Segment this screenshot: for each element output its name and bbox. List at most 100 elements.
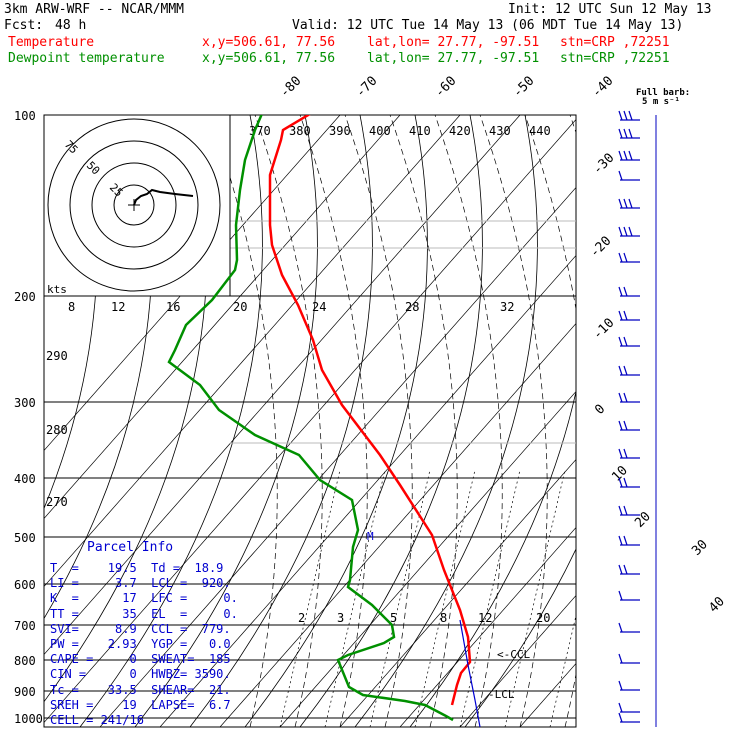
isotherm-label: -40 — [589, 74, 616, 101]
isotherm-label: -20 — [587, 234, 614, 261]
wind-barb-flag — [628, 110, 633, 121]
moist-adiabat-line — [389, 115, 458, 727]
isotherm-line — [219, 323, 576, 727]
mixing-ratio-line — [504, 469, 566, 727]
mixing-ratio-label: 12 — [478, 611, 492, 625]
wind-barb-flag — [623, 392, 628, 403]
wind-barb-flag — [623, 286, 628, 297]
wind-barb-flag — [628, 198, 633, 209]
lcl-marker: -LCL — [488, 688, 515, 701]
isotherm-label: -70 — [353, 74, 380, 101]
forecast-label: Fcst: — [4, 18, 44, 33]
wind-barb-flag — [618, 590, 623, 601]
mixing-ratio-line — [369, 469, 431, 727]
isotherm-line — [459, 595, 576, 727]
isotherm-line — [339, 459, 576, 727]
wind-barb-flag — [618, 420, 623, 431]
wind-barb-flag — [618, 622, 623, 633]
dewpoint-latlon: lat,lon= 27.77, -97.51 — [367, 51, 540, 66]
hodograph-unit-label: kts — [47, 283, 67, 296]
dry-adiabat-line — [409, 389, 576, 727]
dewpoint-station: stn=CRP ,72251 — [560, 51, 670, 66]
isotherm-line — [44, 115, 461, 587]
m-marker: M — [367, 530, 374, 543]
parcel-info-row: T = 19.5 Td = 18.9 — [50, 561, 224, 575]
wind-barb-flag — [618, 336, 623, 347]
hodograph-speed-label: 16 — [166, 300, 180, 314]
wind-barb-flag — [623, 110, 628, 121]
wind-barb-flag — [618, 392, 623, 403]
parcel-info-row: SREH = 19 LAPSE= 6.7 — [50, 697, 231, 712]
wind-barb-flag — [618, 170, 623, 181]
wind-barb-flag — [628, 226, 633, 237]
wind-barb-flag — [623, 150, 628, 161]
dry-adiabat-line — [189, 115, 373, 727]
isotherm-line — [640, 115, 740, 727]
wind-barb-flag — [628, 150, 633, 161]
wind-barb-flag — [623, 128, 628, 139]
isotherm-label: -10 — [590, 316, 617, 343]
init-time: Init: 12 UTC Sun 12 May 13 — [508, 2, 712, 17]
sounding-traces — [167, 115, 481, 727]
wind-barb-flag — [618, 310, 623, 321]
wind-barb-flag — [618, 477, 623, 488]
theta-e-label: 290 — [46, 349, 68, 363]
wind-barb-flag — [618, 712, 623, 723]
parcel-path — [459, 619, 481, 727]
temperature-xy: x,y=506.61, 77.56 — [202, 35, 336, 50]
wind-barb-flag — [623, 505, 628, 516]
mixing-ratio-line — [279, 469, 341, 727]
wind-barb-flag — [628, 128, 633, 139]
isotherm-label: -60 — [432, 74, 459, 101]
parcel-info-row: SVI= 8.9 CCL = 779. — [50, 621, 231, 636]
moist-adiabat-line — [299, 115, 368, 727]
wind-barb-flag — [618, 448, 623, 459]
mixing-ratio-label: 3 — [337, 611, 344, 625]
dewpoint-trace — [167, 115, 454, 722]
parcel-info-row: CIN = 0 HWBZ= 3590. — [50, 667, 231, 682]
hodograph-speed-label: 12 — [111, 300, 125, 314]
hodograph-ring — [113, 184, 155, 226]
moist-adiabat-line — [479, 115, 548, 727]
hodograph-speed-label: 24 — [312, 300, 326, 314]
dry-adiabat-line — [354, 115, 538, 727]
temperature-legend: Temperature — [8, 35, 95, 50]
isotherm-line — [700, 115, 740, 727]
pressure-label: 200 — [14, 290, 36, 304]
wind-barb-flag — [618, 286, 623, 297]
parcel-info-row: CAPE = 0 SWEAT= 185 — [50, 652, 231, 667]
temperature-station: stn=CRP ,72251 — [560, 35, 670, 50]
mixing-ratio-label: 5 — [390, 611, 397, 625]
hodograph-ring — [91, 162, 177, 248]
dry-adiabat-line — [244, 115, 428, 727]
mixing-ratio-label: 2 — [298, 611, 305, 625]
parcel-info-row: LI = 3.7 LCL = 920. — [50, 576, 231, 591]
isotherm-label: -80 — [277, 74, 304, 101]
parcel-info-row: TT = 35 EL = 0. — [50, 606, 238, 621]
wind-barb-flag — [623, 564, 628, 575]
theta-label: 410 — [409, 124, 431, 138]
isotherm-label: 30 — [689, 537, 711, 559]
parcel-info-row: PW = 2.93 YGP = 0.0 — [50, 637, 231, 651]
isotherm-line — [44, 115, 341, 451]
isotherm-label: 20 — [632, 509, 654, 531]
wind-barbs — [618, 110, 657, 727]
moist-adiabat-line — [209, 115, 278, 727]
wind-barb-flag — [618, 365, 623, 376]
mixing-ratio-line — [414, 469, 476, 727]
parcel-info-row: CELL = 241/16 — [50, 713, 144, 727]
mixing-ratio-line — [324, 469, 386, 727]
mixing-ratio-line — [459, 469, 521, 727]
mixing-ratio-label: 20 — [536, 611, 550, 625]
pressure-label: 500 — [14, 531, 36, 545]
wind-barb-flag — [618, 653, 623, 664]
parcel-info-row: Tc = 33.5 SHEAR= 21. — [50, 682, 231, 697]
wind-barb-flag — [618, 128, 623, 139]
dry-adiabat-line — [79, 115, 263, 727]
hodograph-speed-label: 20 — [233, 300, 247, 314]
hodograph-trace — [133, 188, 194, 206]
wind-barb-flag — [618, 535, 623, 546]
